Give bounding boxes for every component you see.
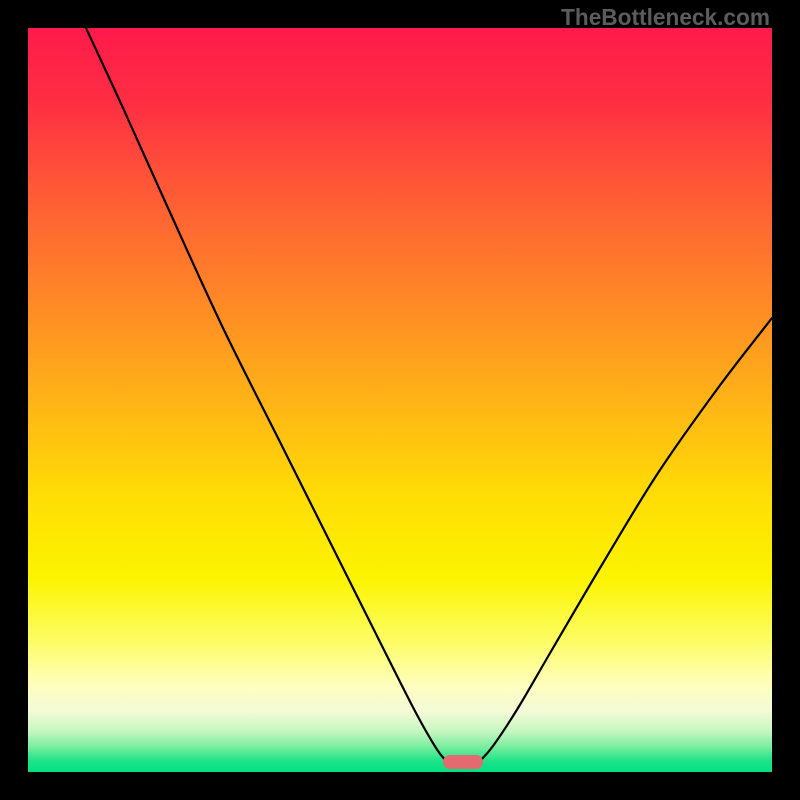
bottleneck-curve — [28, 28, 772, 772]
plot-area — [28, 28, 772, 772]
chart-frame: TheBottleneck.com — [0, 0, 800, 800]
optimum-marker — [443, 755, 483, 769]
watermark-text: TheBottleneck.com — [561, 4, 770, 31]
